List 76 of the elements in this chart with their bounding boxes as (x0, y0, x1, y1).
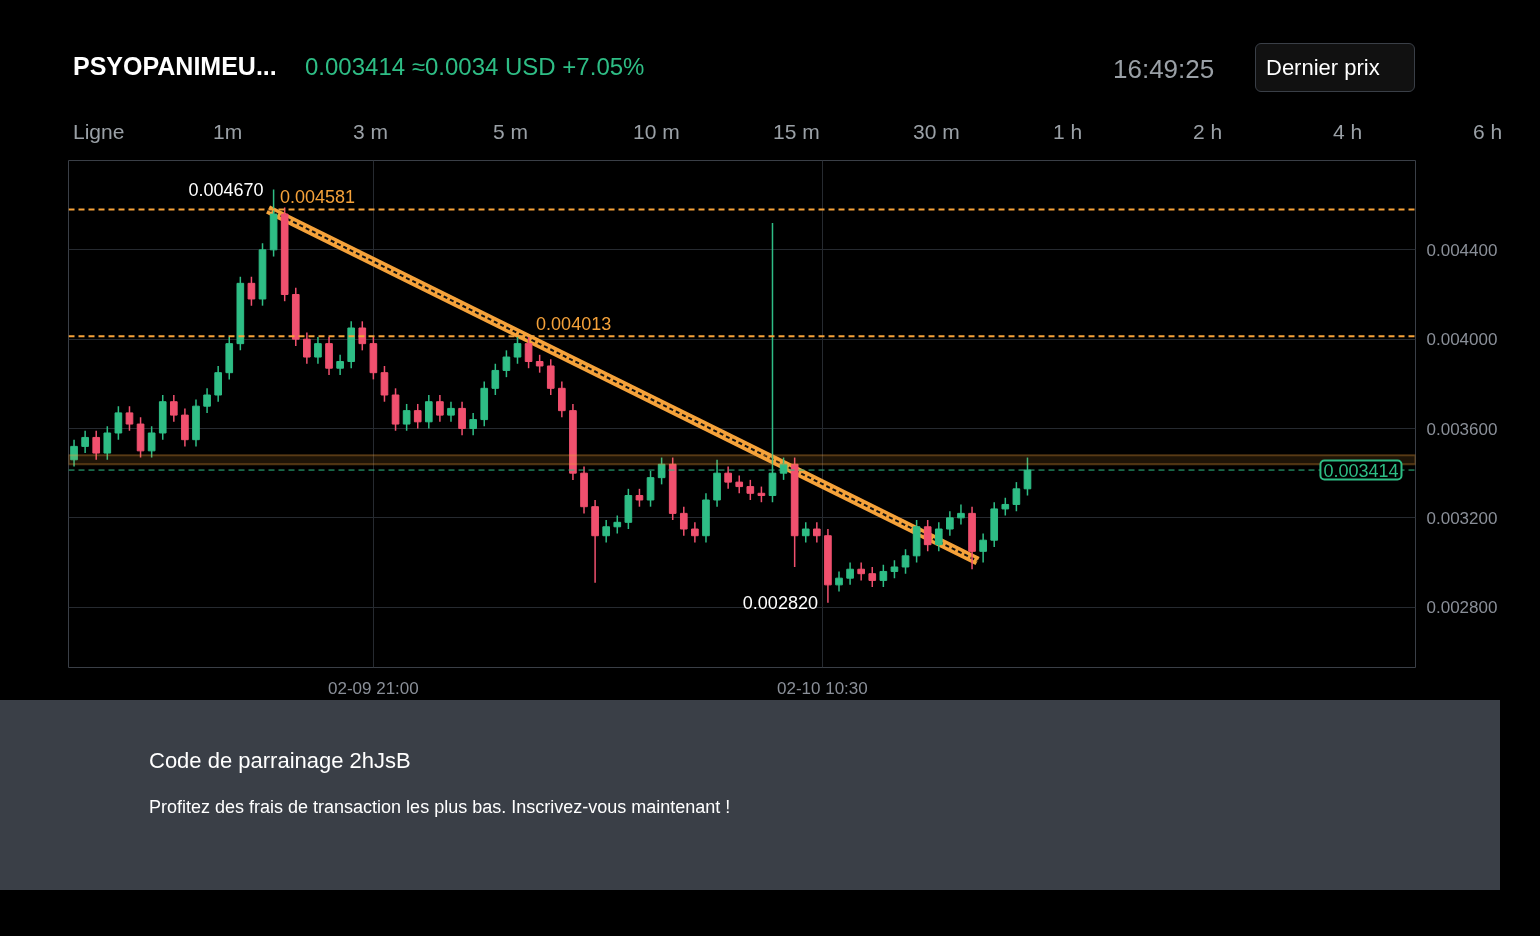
text: 4 h (1333, 119, 1363, 145)
chart-subtitle: 0.003414 ≈0.0034 USD +7.05% (305, 52, 645, 82)
candlestick (934, 521, 943, 553)
candlestick (413, 403, 422, 430)
candlestick (524, 336, 533, 369)
candlestick (901, 548, 910, 575)
candlestick (546, 358, 555, 396)
candlestick (846, 561, 854, 586)
candlestick (203, 387, 211, 414)
candlestick (114, 405, 123, 441)
text: Ligne (73, 119, 125, 145)
text: Profitez des frais de transaction les plus bas. Inscrivez-vous maintenant ! (149, 796, 731, 819)
candlestick (336, 354, 344, 376)
candlestick (946, 510, 954, 537)
candlestick (602, 519, 611, 544)
text: 30 m (913, 119, 960, 145)
candlestick (1012, 481, 1021, 512)
candlestick (214, 365, 222, 403)
text: 10 m (633, 119, 680, 145)
candlestick (247, 275, 256, 307)
y-tick-label: 0.003600 (1426, 419, 1498, 439)
candlestick (92, 430, 101, 461)
candlestick (103, 425, 112, 461)
candlestick (868, 566, 877, 588)
candlestick (380, 365, 389, 403)
text: 6 h (1473, 119, 1503, 145)
y-tick-label: 0.003200 (1426, 508, 1498, 528)
candlestick (502, 349, 511, 378)
candlestick (170, 394, 178, 423)
text: 1 h (1053, 119, 1083, 145)
ref-line-label: 0.004013 (536, 314, 612, 335)
text: Dernier prix (1266, 54, 1381, 82)
candlestick (835, 570, 843, 593)
y-tick-label: 0.004400 (1426, 240, 1498, 260)
text: 2 h (1193, 119, 1223, 145)
candlestick (923, 519, 932, 553)
text: 3 m (353, 119, 389, 145)
candlestick (724, 465, 732, 490)
candlestick (70, 438, 78, 468)
candlestick (801, 521, 810, 544)
candlestick (303, 331, 311, 365)
candlestick (402, 403, 411, 432)
text: 15 m (773, 119, 820, 145)
candlestick (879, 564, 888, 588)
candlestick (679, 505, 688, 537)
candlestick (558, 380, 566, 419)
candlestick (746, 479, 755, 501)
candlestick (957, 503, 965, 526)
text: Code de parrainage 2hJsB (149, 747, 411, 775)
annotation: 0.002820 (742, 593, 818, 614)
y-tick-label: 0.004000 (1426, 330, 1498, 350)
x-tick-label: 02-10 10:30 (777, 678, 868, 698)
candlestick (513, 336, 522, 365)
candlestick (979, 532, 987, 564)
candlestick (147, 425, 156, 459)
text: 5 m (493, 119, 529, 145)
candlestick (813, 521, 821, 544)
candlestick (436, 394, 444, 423)
candlestick (458, 400, 466, 436)
candlestick (469, 412, 477, 436)
candlestick (81, 430, 89, 454)
candlestick (314, 336, 322, 365)
x-tick-label: 02-09 21:00 (328, 678, 419, 698)
candlestick (691, 521, 699, 544)
candlestick (424, 394, 433, 430)
annotation: 0.004670 (188, 180, 264, 201)
candlestick (447, 400, 455, 423)
ref-line-label: 0.003414 (1323, 460, 1399, 481)
text: 1m (213, 119, 243, 145)
chart-title: PSYOPANIMEU... (73, 51, 277, 82)
candlestick (125, 405, 134, 432)
y-tick-label: 0.002800 (1426, 598, 1498, 618)
candlestick (358, 320, 367, 352)
ref-line-label: 0.004581 (280, 187, 356, 208)
text: 16:49:25 (1113, 53, 1215, 86)
candlestick (491, 363, 500, 396)
